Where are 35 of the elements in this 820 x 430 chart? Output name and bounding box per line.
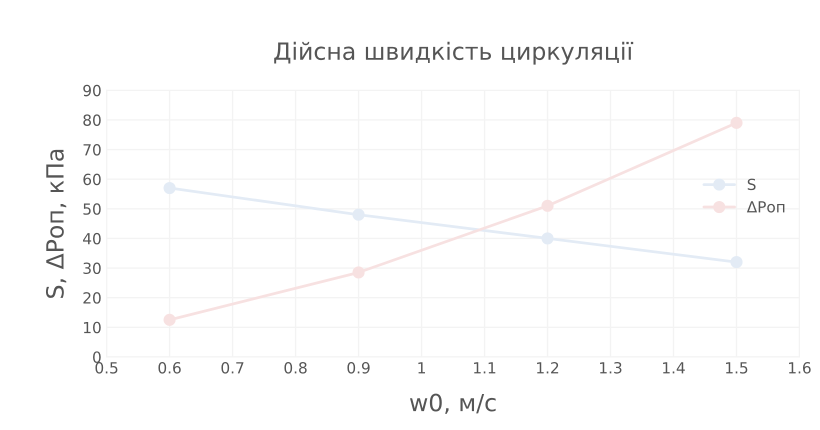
point [352,266,365,279]
x-tick-label: 1.2 [537,362,558,374]
point [164,314,176,326]
point [541,200,554,212]
point [352,208,365,221]
y-tick-label: 40 [83,232,101,244]
x-tick-label: 1.3 [600,362,622,374]
point [164,182,176,194]
y-axis-title: S, ΔPоп, кПа [46,150,66,298]
x-tick-label: 0.8 [284,362,307,374]
y-tick-label: 60 [83,174,101,186]
y-tick-label: 70 [84,144,101,156]
x-tick-label: 1.4 [663,362,685,374]
point [730,116,743,129]
y-tick-label: 90 [83,84,101,96]
chart-title: Дійсна швидкість циркуляції [274,42,634,65]
y-tick-label: 30 [83,262,101,274]
y-tick-label: 20 [83,292,101,304]
y-tick-label: 0 [93,351,101,363]
y-tick-label: 10 [84,322,101,334]
x-tick-label: 1 [418,362,426,374]
x-tick-label: 1.6 [789,362,811,374]
y-tick-label: 50 [83,203,101,215]
x-tick-label: 0.7 [221,362,244,374]
x-axis-title: w0, м/с [410,394,496,414]
point [730,256,743,268]
x-tick-label: 1.5 [726,362,748,374]
legend-label: S [748,178,756,190]
x-tick-label: 0.5 [95,362,118,374]
y-tick-label: 80 [83,114,101,126]
legend-label: ΔPоп [746,201,784,213]
point [541,232,554,244]
x-tick-label: 1.1 [474,362,496,374]
x-tick-label: 0.9 [347,362,370,374]
x-tick-label: 0.6 [158,362,181,374]
